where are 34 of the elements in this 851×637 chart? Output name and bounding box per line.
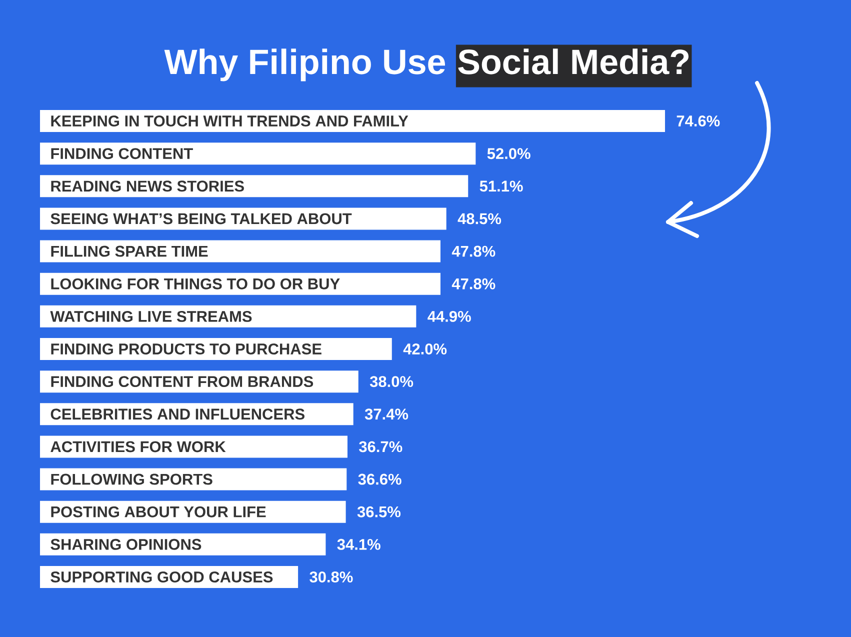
data-label: 47.8% [452, 246, 496, 257]
y-tick-label: FILLING SPARE TIME [51, 246, 208, 257]
data-label: 36.5% [357, 506, 401, 518]
y-tick-label: ACTIVITIES FOR WORK [50, 441, 226, 452]
data-label: 44.9% [428, 310, 471, 322]
y-tick-label: FOLLOWING SPORTS [51, 474, 212, 485]
y-tick-label: WATCHING LIVE STREAMS [50, 310, 252, 322]
y-tick-label: POSTING ABOUT YOUR LIFE [51, 506, 266, 518]
y-tick-label: SUPPORTING GOOD CAUSES [50, 572, 273, 582]
bar [40, 142, 476, 165]
y-tick-label: FINDING CONTENT FROM BRANDS [51, 376, 314, 388]
data-label: 36.7% [359, 441, 402, 452]
data-label: 48.5% [458, 213, 502, 224]
data-label: 30.8% [310, 571, 353, 582]
data-label: 34.1% [337, 538, 380, 550]
y-tick-label: FINDING PRODUCTS TO PURCHASE [51, 344, 322, 354]
data-label: 36.6% [358, 474, 402, 485]
data-label: 38.0% [370, 376, 414, 388]
data-label: 47.8% [452, 278, 496, 290]
y-tick-label: FINDING CONTENT [51, 148, 193, 160]
y-tick-label: READING NEWS STORIES [51, 180, 244, 192]
data-label: 37.4% [364, 408, 408, 420]
data-label: 52.0% [487, 148, 530, 160]
y-tick-label: CELEBRITIES AND INFLUENCERS [50, 408, 304, 420]
bar [40, 175, 468, 198]
bar [40, 240, 440, 262]
data-label: 42.0% [403, 344, 447, 354]
y-tick-label: LOOKING FOR THINGS TO DO OR BUY [51, 278, 340, 290]
y-tick-label: SEEING WHAT’S BEING TALKED ABOUT [50, 213, 352, 224]
chart-title: Why Filipino Use Social Media? [164, 48, 689, 82]
data-label: 74.6% [676, 116, 720, 126]
y-tick-label: SHARING OPINIONS [50, 538, 202, 550]
y-tick-label: KEEPING IN TOUCH WITH TRENDS AND FAMILY [51, 116, 408, 126]
data-label: 51.1% [480, 180, 523, 192]
